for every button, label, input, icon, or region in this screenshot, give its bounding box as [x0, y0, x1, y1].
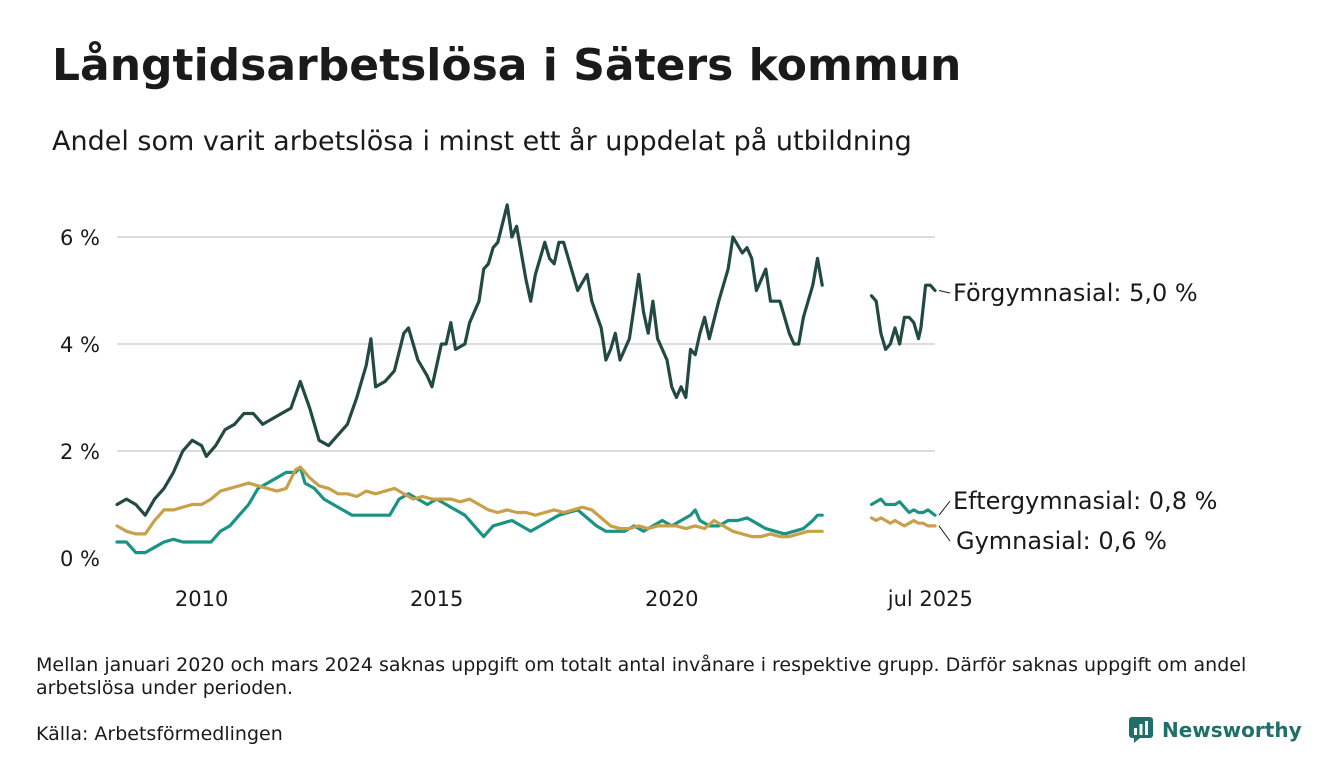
chart-source: Källa: Arbetsförmedlingen — [36, 723, 283, 745]
y-tick-label: 6 % — [60, 226, 100, 250]
series-line-gymnasial — [115, 465, 824, 539]
y-tick-label: 0 % — [60, 547, 100, 571]
brand-name: Newsworthy — [1162, 718, 1302, 742]
y-axis-ticks: 0 % 2 % 4 % 6 % — [60, 226, 100, 571]
x-axis-ticks: 2010 2015 2020 jul 2025 — [175, 587, 973, 611]
y-tick-label: 2 % — [60, 440, 100, 464]
series-line-eftergymnasial — [115, 465, 824, 555]
x-tick-label: jul 2025 — [887, 587, 973, 611]
end-label-gymnasial: Gymnasial: 0,6 % — [956, 527, 1167, 555]
line-chart: 0 % 2 % 4 % 6 % 2010 2015 2020 jul 2025 Förgym… — [60, 203, 1217, 611]
x-tick-label: 2015 — [410, 587, 463, 611]
series-end-labels: Förgymnasial: 5,0 % Eftergymnasial: 0,8 %… — [938, 279, 1217, 555]
series-line-eftergymnasial — [869, 497, 937, 517]
x-tick-label: 2020 — [645, 587, 698, 611]
chart-title: Långtidsarbetslösa i Säters kommun — [52, 40, 962, 91]
chart-note: Mellan januari 2020 och mars 2024 saknas… — [36, 654, 1247, 699]
end-label-leader — [938, 525, 951, 542]
series-line-gymnasial — [869, 516, 937, 528]
series-lines — [115, 203, 937, 555]
end-label-eftergymnasial: Eftergymnasial: 0,8 % — [953, 487, 1217, 515]
end-label-leader — [938, 500, 951, 516]
newsworthy-logo-icon — [1129, 717, 1153, 743]
y-tick-label: 4 % — [60, 333, 100, 357]
series-line-f-rgymnasial — [115, 203, 824, 517]
series-line-f-rgymnasial — [869, 283, 937, 351]
x-tick-label: 2010 — [175, 587, 228, 611]
chart-subtitle: Andel som varit arbetslösa i minst ett å… — [52, 126, 912, 157]
end-label-leader — [938, 290, 951, 294]
end-label-f-rgymnasial: Förgymnasial: 5,0 % — [953, 279, 1198, 307]
brand-logo: Newsworthy — [1128, 716, 1302, 744]
